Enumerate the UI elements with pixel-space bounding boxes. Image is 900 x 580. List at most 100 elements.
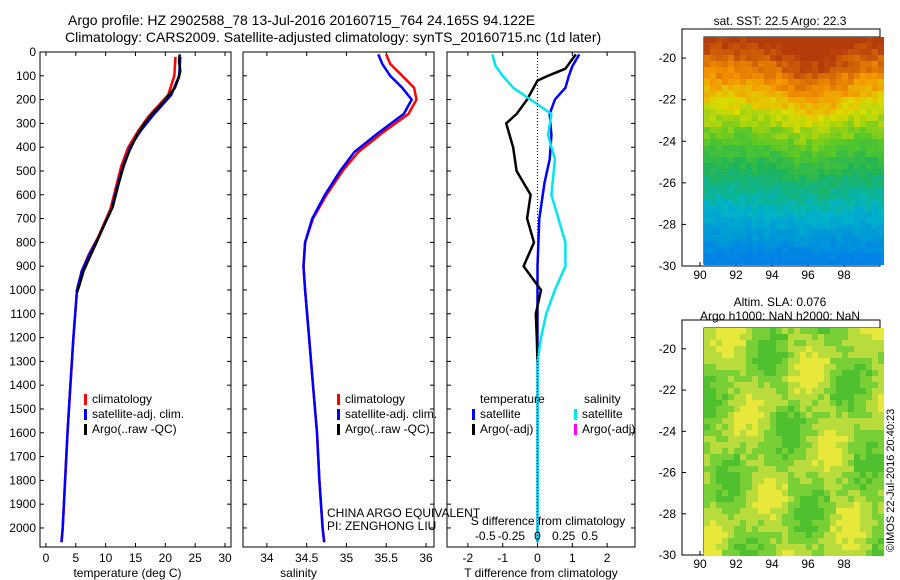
sst-cell [836,205,842,211]
sla-cell [836,412,842,418]
sst-cell [734,79,740,85]
sst-cell [800,187,806,193]
sst-cell [812,115,818,121]
sla-cell [770,334,776,340]
sst-cell [728,175,734,181]
sla-cell [734,364,740,370]
sla-cell [842,442,848,448]
sst-cell [716,175,722,181]
sst-cell [734,247,740,253]
sst-cell [734,139,740,145]
sla-cell [716,460,722,466]
sst-cell [872,169,878,175]
sla-cell [830,400,836,406]
sla-cell [788,328,794,334]
sst-cell [830,235,836,241]
sst-cell [848,181,854,187]
sst-cell [782,163,788,169]
sst-cell [818,175,824,181]
sla-cell [848,436,854,442]
sla-cell [806,442,812,448]
sst-cell [872,103,878,109]
sla-cell [782,538,788,544]
sst-cell [704,145,710,151]
sst-cell [812,79,818,85]
sla-cell [818,502,824,508]
sla-cell [854,382,860,388]
depth-tick-label: 600 [16,188,36,202]
sst-cell [788,121,794,127]
sla-cell [734,340,740,346]
sst-cell [830,61,836,67]
sla-cell [764,478,770,484]
sla-cell [704,370,710,376]
sla-cell [752,382,758,388]
sst-cell [722,193,728,199]
map-x-tick-label: 92 [729,268,743,282]
sst-cell [878,253,884,259]
sst-cell [872,139,878,145]
legend-entry: climatology [92,392,152,406]
sst-cell [788,55,794,61]
sla-cell [782,334,788,340]
sla-cell [878,412,884,418]
sla-cell [860,340,866,346]
sla-cell [746,520,752,526]
sst-cell [818,151,824,157]
sst-cell [812,133,818,139]
sst-cell [836,49,842,55]
sla-cell [746,334,752,340]
sla-cell [872,400,878,406]
sla-cell [860,346,866,352]
sla-cell [752,358,758,364]
sla-cell [716,370,722,376]
sst-cell [776,145,782,151]
sst-cell [734,175,740,181]
sst-cell [878,157,884,163]
sst-cell [758,55,764,61]
sla-cell [746,472,752,478]
sla-cell [722,472,728,478]
sst-cell [710,187,716,193]
sst-cell [800,49,806,55]
sla-cell [788,394,794,400]
sst-cell [854,133,860,139]
sla-cell [704,394,710,400]
sla-cell [794,460,800,466]
sla-cell [860,424,866,430]
sst-cell [836,139,842,145]
sst-cell [746,145,752,151]
x-tick-label: 15 [129,551,143,565]
sla-cell [722,382,728,388]
x-tick-label: 10 [99,551,113,565]
sst-cell [806,73,812,79]
sst-cell [824,217,830,223]
sla-cell [782,370,788,376]
sst-cell [800,247,806,253]
sla-cell [710,376,716,382]
sla-cell [806,448,812,454]
sla-cell [836,382,842,388]
sst-cell [794,259,800,265]
sla-cell [818,382,824,388]
sst-cell [818,103,824,109]
sla-cell [782,532,788,538]
sst-cell [782,229,788,235]
sla-cell [752,424,758,430]
sla-cell [728,388,734,394]
sst-cell [758,61,764,67]
sst-cell [758,247,764,253]
sla-cell [728,508,734,514]
sla-cell [866,454,872,460]
sla-cell [776,448,782,454]
sla-cell [704,502,710,508]
sst-cell [836,67,842,73]
sst-cell [860,169,866,175]
sst-cell [776,91,782,97]
sla-cell [788,532,794,538]
sla-cell [722,442,728,448]
sla-cell [740,328,746,334]
sst-cell [794,175,800,181]
sst-cell [728,157,734,163]
map-title: sat. SST: 22.5 Argo: 22.3 [714,14,847,28]
